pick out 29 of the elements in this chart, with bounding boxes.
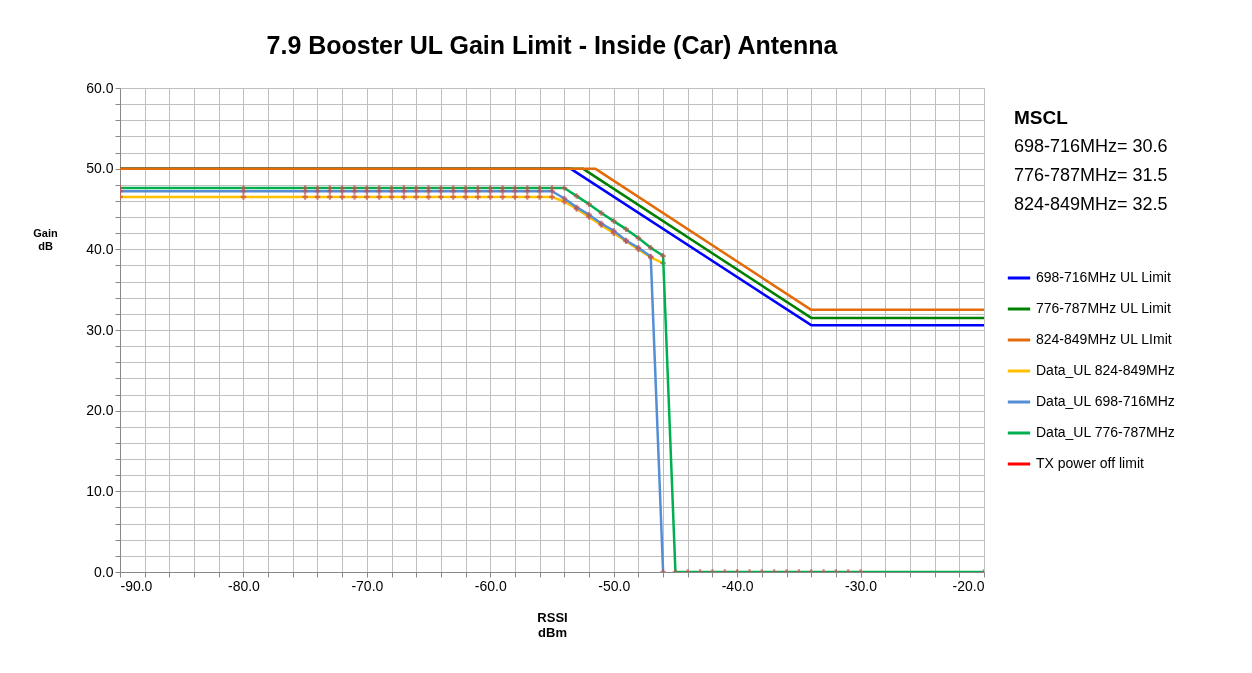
x-tick-label: -60.0 xyxy=(474,577,507,594)
y-tick-label: 20.0 xyxy=(86,402,114,419)
x-tick-label: -90.0 xyxy=(120,577,153,594)
legend-label: 824-849MHz UL LImit xyxy=(1036,331,1172,347)
x-tick-label: -20.0 xyxy=(952,577,985,594)
y-tick-label: 10.0 xyxy=(86,482,114,499)
text: 776-787MHz= 31.5 xyxy=(1014,165,1168,185)
y-tick-label: 50.0 xyxy=(86,160,114,177)
y-tick-label: 0.0 xyxy=(94,563,114,580)
y-axis-title: Gain dB xyxy=(33,226,58,252)
text: MSCL xyxy=(1014,107,1069,128)
legend-label: Data_UL 698-716MHz xyxy=(1036,393,1175,409)
legend-label: 698-716MHz UL Limit xyxy=(1036,269,1171,285)
y-tick-label: 30.0 xyxy=(86,321,114,338)
y-tick-label: 60.0 xyxy=(86,79,114,96)
chart-title: 7.9 Booster UL Gain Limit - Inside (Car) Antenna xyxy=(266,31,839,59)
text: 824-849MHz= 32.5 xyxy=(1014,194,1168,214)
x-tick-label: -40.0 xyxy=(721,577,754,594)
text: 698-716MHz= 30.6 xyxy=(1014,136,1168,156)
x-tick-label: -70.0 xyxy=(351,577,384,594)
legend-label: Data_UL 824-849MHz xyxy=(1036,362,1175,378)
legend-label: 776-787MHz UL Limit xyxy=(1036,300,1171,316)
legend-label: Data_UL 776-787MHz xyxy=(1036,424,1175,440)
x-tick-label: -30.0 xyxy=(845,577,878,594)
y-tick-label: 40.0 xyxy=(86,240,114,257)
legend-label: TX power off limit xyxy=(1036,455,1144,471)
x-tick-label: -80.0 xyxy=(227,577,261,594)
x-tick-label: -50.0 xyxy=(598,577,631,594)
x-axis-title: RSSI dBm xyxy=(537,609,568,640)
